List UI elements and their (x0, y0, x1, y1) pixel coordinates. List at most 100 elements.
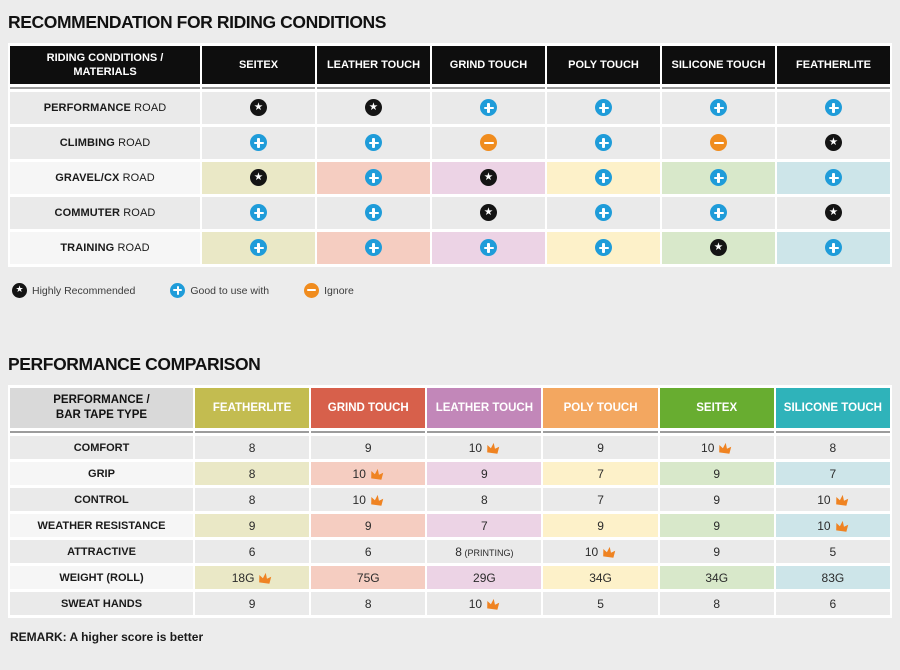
score-value: 10 (468, 440, 483, 455)
score-cell: 8 (195, 436, 310, 459)
score-cell: 8 (311, 592, 426, 615)
crown-icon (371, 468, 384, 480)
table-row: WEIGHT (ROLL) 18G 75G 29G 34G 34G 83G (10, 566, 890, 589)
separator-line (317, 87, 430, 89)
row-label-bold: TRAINING (60, 242, 115, 254)
table-row: SWEAT HANDS 9 8 10 5 8 6 (10, 592, 890, 615)
score-value: 7 (597, 492, 604, 507)
legend-label: Good to use with (190, 284, 270, 297)
table-row: CONTROL 8 10 8 7 9 10 (10, 488, 890, 511)
plus-icon (250, 239, 267, 257)
column-header: FEATHERLITE (777, 46, 890, 84)
score-cell: 9 (195, 592, 310, 615)
recommendation-cell (662, 162, 775, 194)
score-value: 6 (364, 544, 372, 559)
score-value: 9 (713, 466, 721, 481)
legend-label: Ignore (324, 284, 354, 297)
row-label-bold: GRAVEL/CX (55, 172, 120, 184)
star-icon: ★ (480, 169, 497, 187)
recommendation-cell (202, 232, 315, 264)
table-row: WEATHER RESISTANCE 9 9 7 9 9 10 (10, 514, 890, 537)
plus-icon (710, 204, 727, 222)
score-cell: 7 (543, 488, 658, 511)
score-suffix: (PRINTING) (461, 547, 514, 558)
score-cell: 8 (PRINTING) (427, 540, 542, 563)
score-value: 8 (455, 544, 462, 559)
score-cell: 75G (311, 566, 426, 589)
recommendation-cell: ★ (432, 197, 545, 229)
plus-icon (825, 169, 842, 187)
score-value: 8 (829, 440, 837, 455)
crown-icon (835, 520, 848, 532)
minus-icon (710, 134, 727, 152)
score-value: 9 (248, 596, 256, 611)
score-value: 75G (356, 570, 380, 585)
performance-comparison-title: PERFORMANCE COMPARISON (8, 354, 261, 374)
recommendation-cell (777, 92, 890, 124)
score-value: 9 (597, 440, 604, 455)
row-label: ATTRACTIVE (10, 540, 193, 563)
score-cell: 5 (775, 540, 890, 563)
table-row: CLIMBING ROAD ★ (10, 127, 890, 159)
recommendation-cell: ★ (662, 232, 775, 264)
table-row: GRIP 8 10 9 7 9 7 (10, 462, 890, 485)
star-icon: ★ (365, 99, 382, 117)
plus-icon (710, 99, 727, 117)
riding-conditions-title: RECOMMENDATION FOR RIDING CONDITIONS (8, 12, 387, 32)
column-header: GRIND TOUCH (432, 46, 545, 84)
score-cell: 83G (775, 566, 890, 589)
score-cell: 29G (427, 566, 542, 589)
score-value: 8 (248, 440, 256, 455)
column-header: POLY TOUCH (543, 388, 658, 428)
row-label: WEIGHT (ROLL) (10, 566, 193, 589)
score-value: 9 (481, 466, 488, 481)
separator-line (195, 431, 310, 433)
recommendation-cell (432, 232, 545, 264)
star-icon: ★ (825, 204, 842, 222)
row-label-bold: CLIMBING (59, 137, 115, 149)
separator-line (311, 431, 426, 433)
score-cell: 10 (543, 540, 658, 563)
recommendation-cell (547, 162, 660, 194)
score-cell: 7 (775, 462, 890, 485)
plus-icon (365, 239, 382, 257)
riding-conditions-table: RIDING CONDITIONS / MATERIALS SEITEX LEATH… (8, 43, 892, 267)
plus-icon (825, 99, 842, 117)
minus-icon (304, 283, 320, 298)
minus-icon (480, 134, 497, 152)
plus-icon (365, 169, 382, 187)
plus-icon (365, 134, 382, 152)
row-label: COMMUTER ROAD (10, 197, 200, 229)
score-cell: 10 (659, 436, 774, 459)
score-value: 6 (248, 544, 256, 559)
score-value: 10 (584, 544, 599, 559)
legend-item: Ignore (304, 283, 354, 298)
score-value: 6 (829, 596, 837, 611)
score-cell: 10 (775, 488, 890, 511)
row-label-bold: COMMUTER (54, 207, 121, 219)
table-row: GRAVEL/CX ROAD ★ ★ (10, 162, 890, 194)
plus-icon (170, 283, 186, 298)
star-icon: ★ (825, 134, 842, 152)
score-cell: 6 (195, 540, 310, 563)
separator-line (659, 431, 774, 433)
score-cell: 9 (195, 514, 310, 537)
column-header: SILICONE TOUCH (775, 388, 890, 428)
score-cell: 9 (659, 514, 774, 537)
plus-icon (595, 204, 612, 222)
crown-icon (835, 494, 848, 506)
plus-icon (250, 204, 267, 222)
star-icon: ★ (480, 204, 497, 222)
crown-icon (259, 572, 272, 584)
score-cell: 10 (427, 436, 542, 459)
score-cell: 9 (311, 514, 426, 537)
score-value: 8 (364, 596, 372, 611)
riding-header-row: RIDING CONDITIONS / MATERIALS SEITEX LEATH… (10, 46, 890, 84)
score-cell: 9 (659, 462, 774, 485)
score-value: 10 (817, 492, 831, 507)
score-cell: 6 (775, 592, 890, 615)
score-value: 8 (248, 466, 256, 481)
recommendation-cell (317, 232, 430, 264)
separator-line (202, 87, 315, 89)
score-cell: 10 (775, 514, 890, 537)
